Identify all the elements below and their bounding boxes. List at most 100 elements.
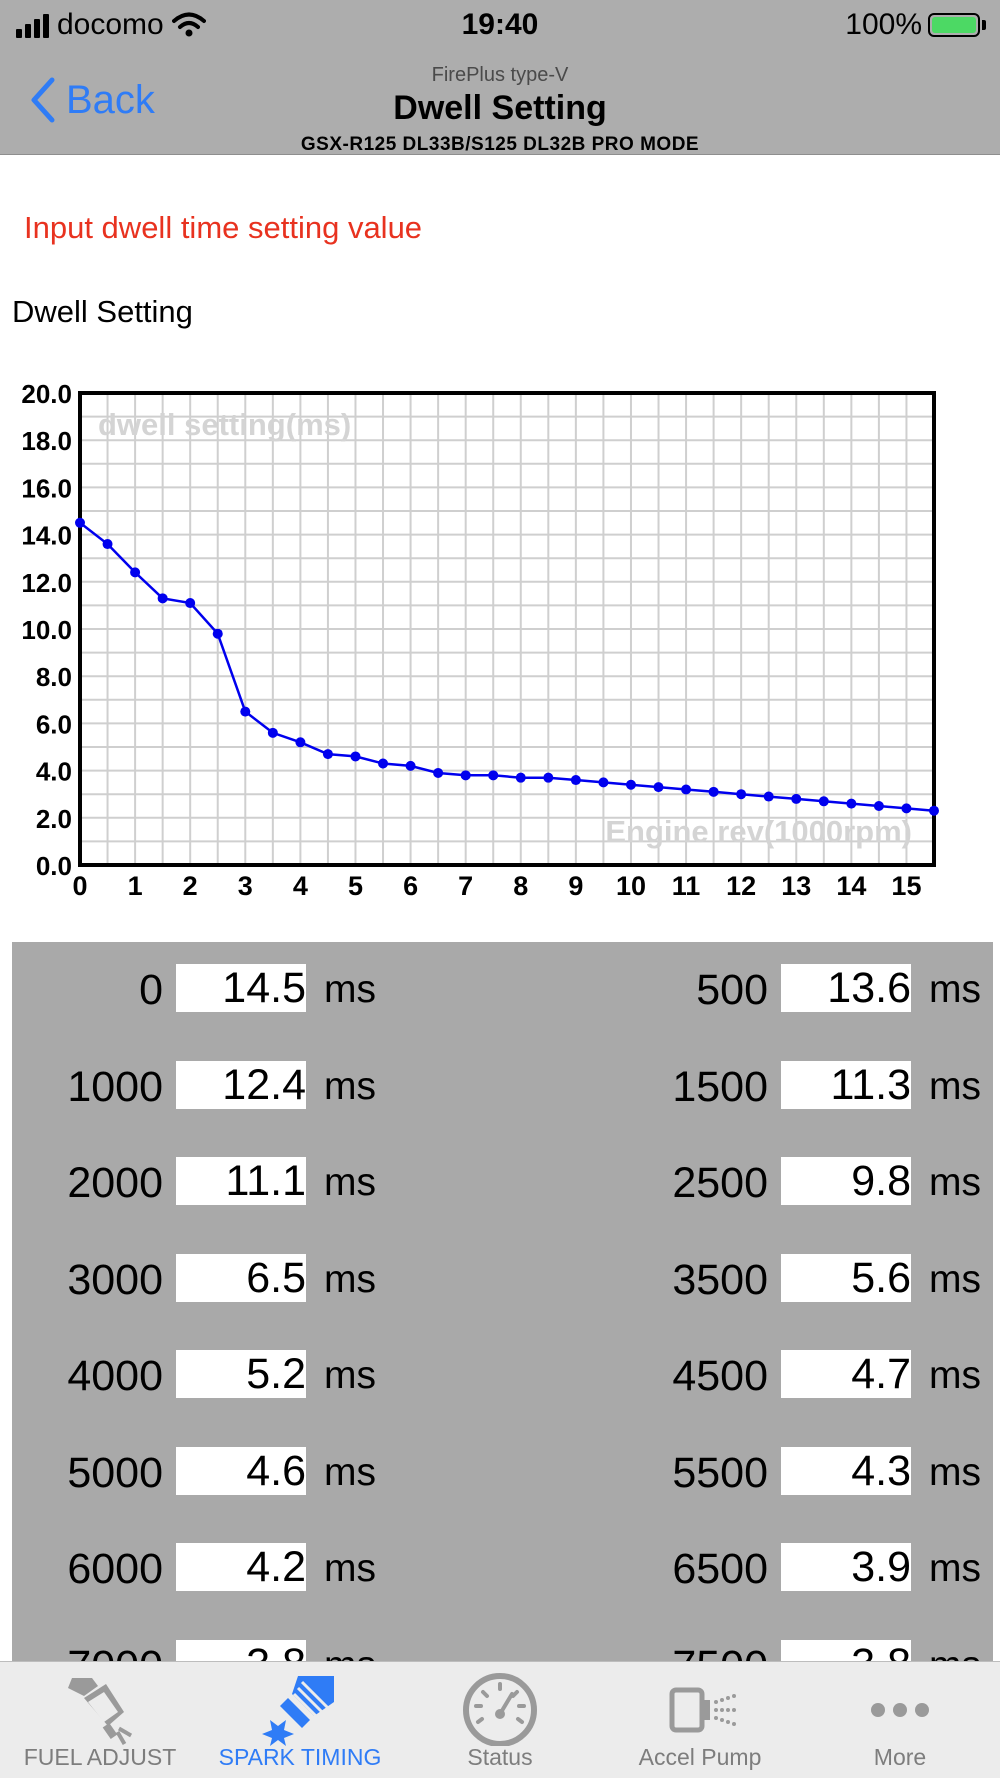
data-point <box>873 801 884 811</box>
data-point <box>763 791 774 802</box>
dwell-value-input[interactable]: 4.3 <box>781 1446 911 1495</box>
dwell-value-input[interactable]: 5.6 <box>781 1253 911 1302</box>
tab-status[interactable]: Status <box>400 1662 600 1778</box>
dwell-value-input[interactable]: 6.5 <box>176 1253 306 1302</box>
series-line <box>79 521 935 812</box>
data-point <box>405 760 416 771</box>
dwell-value-input[interactable]: 12.4 <box>176 1060 306 1109</box>
x-tick-label: 9 <box>568 871 583 901</box>
dwell-value-input[interactable]: 5.2 <box>176 1350 306 1398</box>
dwell-value-input[interactable]: 14.5 <box>176 964 306 1012</box>
rpm-label: 1500 <box>672 1062 768 1111</box>
x-tick-label: 5 <box>348 871 363 901</box>
rpm-label: 3500 <box>672 1255 768 1304</box>
unit-label: ms <box>324 1257 376 1301</box>
signal-icon <box>16 12 49 38</box>
dwell-value-input[interactable]: 3.9 <box>781 1543 911 1591</box>
dwell-value-input[interactable]: 9.8 <box>781 1157 911 1205</box>
unit-label: ms <box>929 1354 981 1397</box>
data-point <box>130 567 141 578</box>
x-tick-label: 13 <box>781 871 811 901</box>
chevron-left-icon <box>31 77 55 123</box>
dwell-value-input[interactable]: 4.2 <box>176 1543 306 1591</box>
x-tick-label: 3 <box>238 871 253 901</box>
data-point <box>681 784 692 795</box>
tab-spark-timing[interactable]: SPARK TIMING <box>200 1662 400 1778</box>
tab-label: Accel Pump <box>638 1744 762 1770</box>
data-point <box>570 775 581 786</box>
dwell-value-input[interactable]: 3.8 <box>176 1639 306 1662</box>
tab-fuel-adjust[interactable]: FUEL ADJUST <box>0 1662 200 1778</box>
tab-label: SPARK TIMING <box>218 1744 382 1770</box>
unit-label: ms <box>929 1644 981 1663</box>
rpm-label: 2500 <box>672 1159 768 1207</box>
nav-titles: FirePlus type-V Dwell Setting GSX-R125 D… <box>0 64 1000 156</box>
rpm-label: 5500 <box>672 1448 768 1497</box>
data-point <box>322 749 333 760</box>
data-point <box>433 767 444 778</box>
y-tick-label: 6.0 <box>36 709 72 739</box>
unit-label: ms <box>929 1161 981 1204</box>
wifi-icon <box>171 12 206 37</box>
x-tick-label: 10 <box>616 871 646 901</box>
unit-label: ms <box>324 1450 376 1494</box>
carrier-label: docomo <box>57 8 164 41</box>
dwell-value-input[interactable]: 11.3 <box>781 1060 911 1109</box>
navigation-bar: Back FirePlus type-V Dwell Setting GSX-R… <box>0 50 1000 155</box>
tab-label: Status <box>467 1744 533 1770</box>
y-tick-label: 0.0 <box>36 851 72 881</box>
data-point <box>460 770 471 781</box>
dwell-value-input[interactable]: 4.7 <box>781 1350 911 1398</box>
rpm-label: 7500 <box>618 1642 768 1663</box>
data-point <box>708 786 719 797</box>
model-label: GSX-R125 DL33B/S125 DL32B PRO MODE <box>300 134 700 155</box>
status-right: 100% <box>845 8 986 42</box>
y-tick-label: 20.0 <box>21 380 72 409</box>
rpm-label: 4000 <box>67 1352 163 1400</box>
rpm-label: 6000 <box>67 1545 163 1593</box>
tab-more[interactable]: More <box>800 1662 1000 1778</box>
chart-title: dwell setting(ms) <box>98 407 351 442</box>
data-point <box>929 805 939 816</box>
data-point <box>378 758 389 769</box>
status-left: docomo <box>16 8 206 42</box>
accel-pump-icon <box>669 1687 736 1733</box>
data-point <box>901 803 912 814</box>
rpm-label: 5000 <box>67 1448 163 1497</box>
x-tick-label: 8 <box>513 871 528 901</box>
instruction-text: Input dwell time setting value <box>24 210 423 245</box>
unit-label: ms <box>324 1064 376 1108</box>
rpm-label: 4500 <box>672 1352 768 1400</box>
rpm-label: 7000 <box>13 1642 163 1663</box>
dwell-table: 0 14.5 ms 500 13.6 ms 1000 12.4 ms 1500 11.3 ms 2000… <box>12 942 993 1662</box>
x-tick-label: 4 <box>293 871 308 901</box>
unit-label: ms <box>929 1064 981 1108</box>
rpm-label: 1000 <box>67 1062 163 1111</box>
page-title: Dwell Setting <box>393 89 607 127</box>
back-button[interactable]: Back <box>28 76 155 124</box>
back-label: Back <box>66 77 155 122</box>
data-point <box>240 706 251 717</box>
data-point <box>653 782 664 793</box>
data-point <box>543 772 554 783</box>
x-tick-label: 1 <box>128 871 143 901</box>
dwell-value-input[interactable]: 13.6 <box>781 964 911 1012</box>
data-point <box>846 798 857 809</box>
tab-accel-pump[interactable]: Accel Pump <box>600 1662 800 1778</box>
data-point <box>185 598 196 609</box>
unit-label: ms <box>929 1450 981 1494</box>
data-point <box>515 772 526 783</box>
dwell-value-input[interactable]: 4.6 <box>176 1446 306 1495</box>
status-time: 19:40 <box>461 8 539 41</box>
rpm-label: 500 <box>696 966 768 1014</box>
gauge-icon <box>463 1673 537 1746</box>
data-point <box>295 737 306 748</box>
dwell-chart: dwell setting(ms) Engine rev(1000rpm) 0.0 2… <box>21 380 939 901</box>
plot-frame <box>78 391 936 867</box>
tab-bar: FUEL ADJUST SPARK TIMING <box>0 1661 1000 1778</box>
x-tick-label: 14 <box>836 871 866 901</box>
data-point <box>267 727 278 738</box>
dwell-value-input[interactable]: 11.1 <box>176 1157 306 1205</box>
dwell-value-input[interactable]: 3.8 <box>781 1639 911 1662</box>
